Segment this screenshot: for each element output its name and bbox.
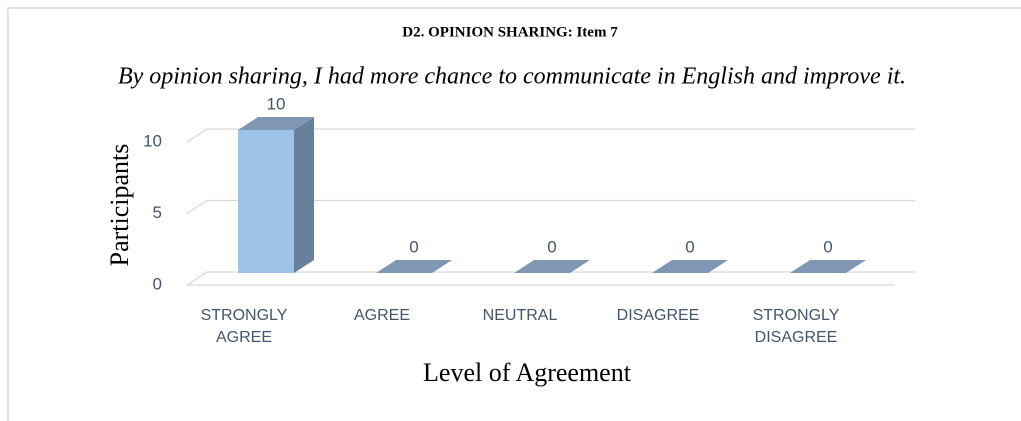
bar-top [790, 260, 866, 273]
y-axis-label: Participants [105, 144, 134, 267]
data-label: 0 [685, 237, 694, 256]
bar-side [294, 117, 314, 273]
grid-line [186, 199, 915, 215]
data-label: 0 [547, 237, 556, 256]
data-label: 10 [267, 94, 286, 113]
frame [7, 7, 1021, 421]
bar-top [376, 260, 452, 273]
bar [514, 260, 590, 273]
data-label: 0 [823, 237, 832, 256]
x-tick-label: STRONGLY DISAGREE [752, 307, 840, 346]
chart-title: D2. OPINION SHARING: Item 7 [402, 24, 618, 40]
grid-line [186, 128, 915, 143]
x-tick-label: DISAGREE [616, 307, 700, 324]
bar-top [514, 260, 590, 273]
bar-front [238, 130, 294, 273]
bar [652, 260, 728, 273]
x-tick-label: AGREE [353, 307, 410, 324]
bar-top [652, 260, 728, 273]
bar [790, 260, 866, 273]
bar-top [238, 117, 314, 130]
x-tick-label: STRONGLY AGREE [200, 307, 288, 346]
x-axis-label: Level of Agreement [423, 358, 632, 387]
y-tick-label: 0 [153, 274, 162, 293]
x-tick-label: NEUTRAL [482, 307, 558, 324]
y-tick-label: 5 [153, 203, 162, 222]
bar [238, 117, 314, 273]
bar [376, 260, 452, 273]
grid-line [186, 271, 915, 286]
data-label: 0 [409, 237, 418, 256]
chart-subtitle: By opinion sharing, I had more chance to… [118, 64, 906, 90]
y-tick-label: 10 [143, 131, 162, 150]
